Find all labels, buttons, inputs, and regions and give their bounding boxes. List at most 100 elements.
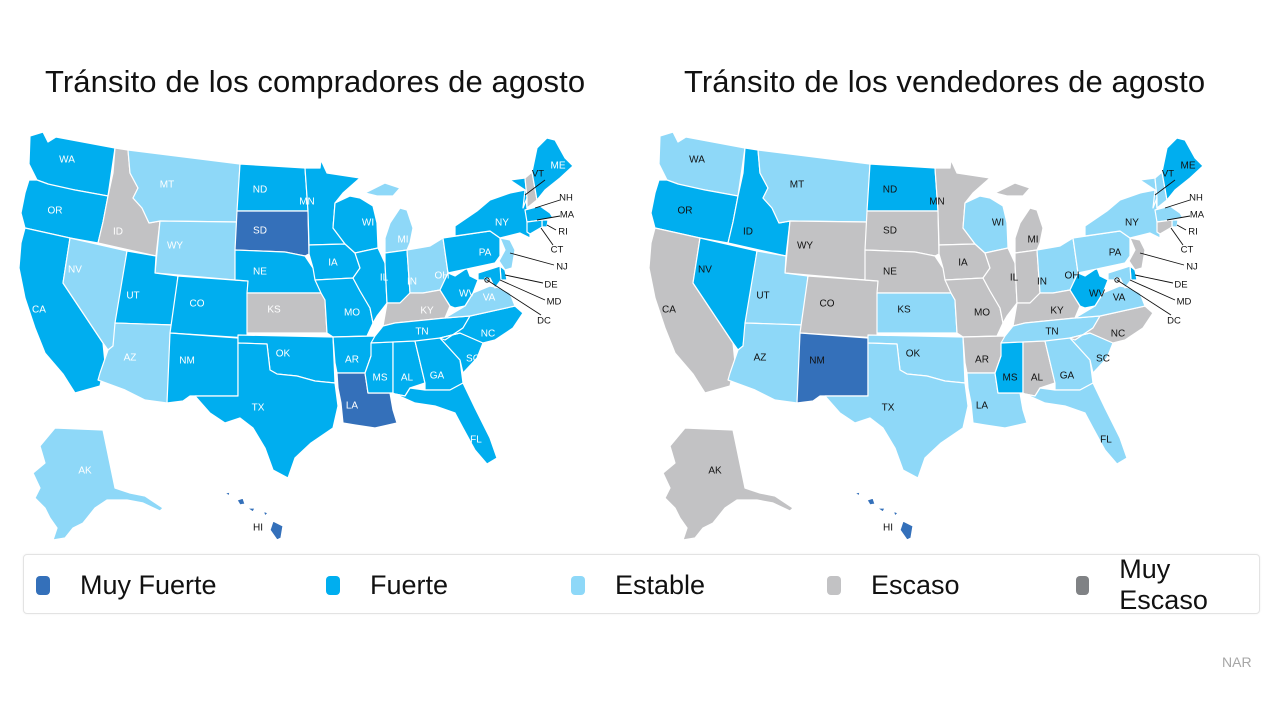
state-label-il: IL (380, 273, 389, 284)
state-label-hi: HI (253, 523, 263, 534)
state-ct (526, 219, 543, 235)
state-label-ky: KY (420, 306, 434, 317)
buyers-map-title: Tránsito de los compradores de agosto (45, 64, 586, 99)
state-label-ri: RI (558, 227, 568, 238)
state-label-ga: GA (1060, 371, 1075, 382)
state-label-va: VA (1113, 293, 1126, 304)
state-ak (32, 427, 164, 541)
state-label-ne: NE (883, 267, 897, 278)
legend-swatch-escaso (827, 575, 841, 595)
state-label-nm: NM (179, 356, 195, 367)
state-label-wi: WI (992, 218, 1004, 229)
state-label-wi: WI (362, 218, 374, 229)
state-sd (234, 210, 310, 257)
legend-item-estable: Estable (571, 555, 705, 615)
state-label-ms: MS (373, 373, 388, 384)
state-label-co: CO (190, 299, 205, 310)
state-label-il: IL (1010, 273, 1019, 284)
state-label-mt: MT (790, 180, 804, 191)
leader-line (509, 252, 555, 266)
state-label-md: MD (547, 297, 562, 308)
state-nc (439, 305, 524, 344)
state-label-ms: MS (1003, 373, 1018, 384)
state-label-ak: AK (708, 466, 722, 477)
legend-label: Muy Escaso (1119, 554, 1208, 615)
state-label-wv: WV (1089, 289, 1105, 300)
leader-line (1164, 199, 1191, 209)
state-label-de: DE (544, 280, 557, 291)
state-label-in: IN (1037, 277, 1047, 288)
state-wi (332, 195, 379, 254)
state-label-nh: NH (559, 193, 573, 204)
state-label-nc: NC (481, 329, 495, 340)
state-label-ny: NY (1125, 218, 1139, 229)
leader-line (1170, 227, 1184, 246)
state-nj (1128, 237, 1146, 271)
state-label-tn: TN (1045, 327, 1058, 338)
state-ne (234, 249, 322, 294)
state-co (799, 275, 879, 339)
state-ak (662, 427, 794, 541)
state-label-ks: KS (267, 305, 281, 316)
dc-marker-icon (484, 277, 490, 283)
state-label-ct: CT (551, 245, 564, 256)
leader-line (499, 279, 546, 301)
state-label-mn: MN (299, 197, 315, 208)
state-label-ma: MA (1190, 210, 1205, 221)
source-credit: NAR (1222, 654, 1252, 670)
state-label-nh: NH (1189, 193, 1203, 204)
state-nc (1069, 305, 1154, 344)
state-label-ct: CT (1181, 245, 1194, 256)
legend-swatch-fuerte (326, 575, 340, 595)
state-label-az: AZ (754, 353, 767, 364)
leader-line (504, 274, 544, 284)
state-ri (541, 219, 549, 228)
legend-swatch-muy-fuerte (36, 575, 50, 595)
state-mi (994, 182, 1044, 254)
state-label-tx: TX (882, 403, 895, 414)
leader-line (1134, 274, 1174, 284)
state-nj (498, 237, 516, 271)
leader-line (1154, 179, 1176, 196)
state-mt (757, 149, 871, 224)
state-label-de: DE (1174, 280, 1187, 291)
leader-line (534, 199, 561, 209)
state-label-sc: SC (1096, 354, 1110, 365)
state-label-wa: WA (59, 155, 75, 166)
state-label-or: OR (48, 206, 63, 217)
state-label-mo: MO (974, 308, 990, 319)
leader-line (1166, 215, 1191, 221)
state-pa (442, 230, 501, 274)
state-fl (394, 382, 498, 465)
state-hi (854, 491, 914, 541)
us-states-svg: WA OR CA ID NV MT WY UT AZ CO NM ND SD NE KS OK TX MN IA MO… (648, 131, 1205, 541)
us-states-svg: WA OR CA ID NV MT WY UT AZ CO NM ND SD NE KS OK TX MN IA MO… (18, 131, 575, 541)
leader-line (486, 279, 542, 316)
legend-label: Fuerte (370, 569, 449, 600)
state-label-ri: RI (1188, 227, 1198, 238)
state-ny (1084, 189, 1161, 239)
legend-item-muy-escaso: Muy Escaso (1076, 554, 1259, 615)
state-fl (1024, 382, 1128, 465)
state-label-ak: AK (78, 466, 92, 477)
leader-line (1139, 252, 1185, 266)
state-label-ok: OK (276, 349, 291, 360)
legend-label: Escaso (871, 569, 960, 600)
state-label-wv: WV (459, 289, 475, 300)
state-label-fl: FL (1100, 435, 1112, 446)
state-nd (866, 163, 939, 212)
state-label-sc: SC (466, 354, 480, 365)
state-label-ar: AR (975, 355, 989, 366)
state-hi (224, 491, 284, 541)
state-ct (1156, 219, 1173, 235)
state-label-in: IN (407, 277, 417, 288)
state-label-me: ME (1181, 161, 1196, 172)
state-vt (1139, 177, 1158, 209)
state-ks (876, 292, 958, 334)
state-ri (1171, 219, 1179, 228)
state-nm (796, 332, 869, 404)
state-label-ma: MA (560, 210, 575, 221)
state-label-nv: NV (68, 265, 82, 276)
state-label-az: AZ (124, 353, 137, 364)
state-label-ky: KY (1050, 306, 1064, 317)
